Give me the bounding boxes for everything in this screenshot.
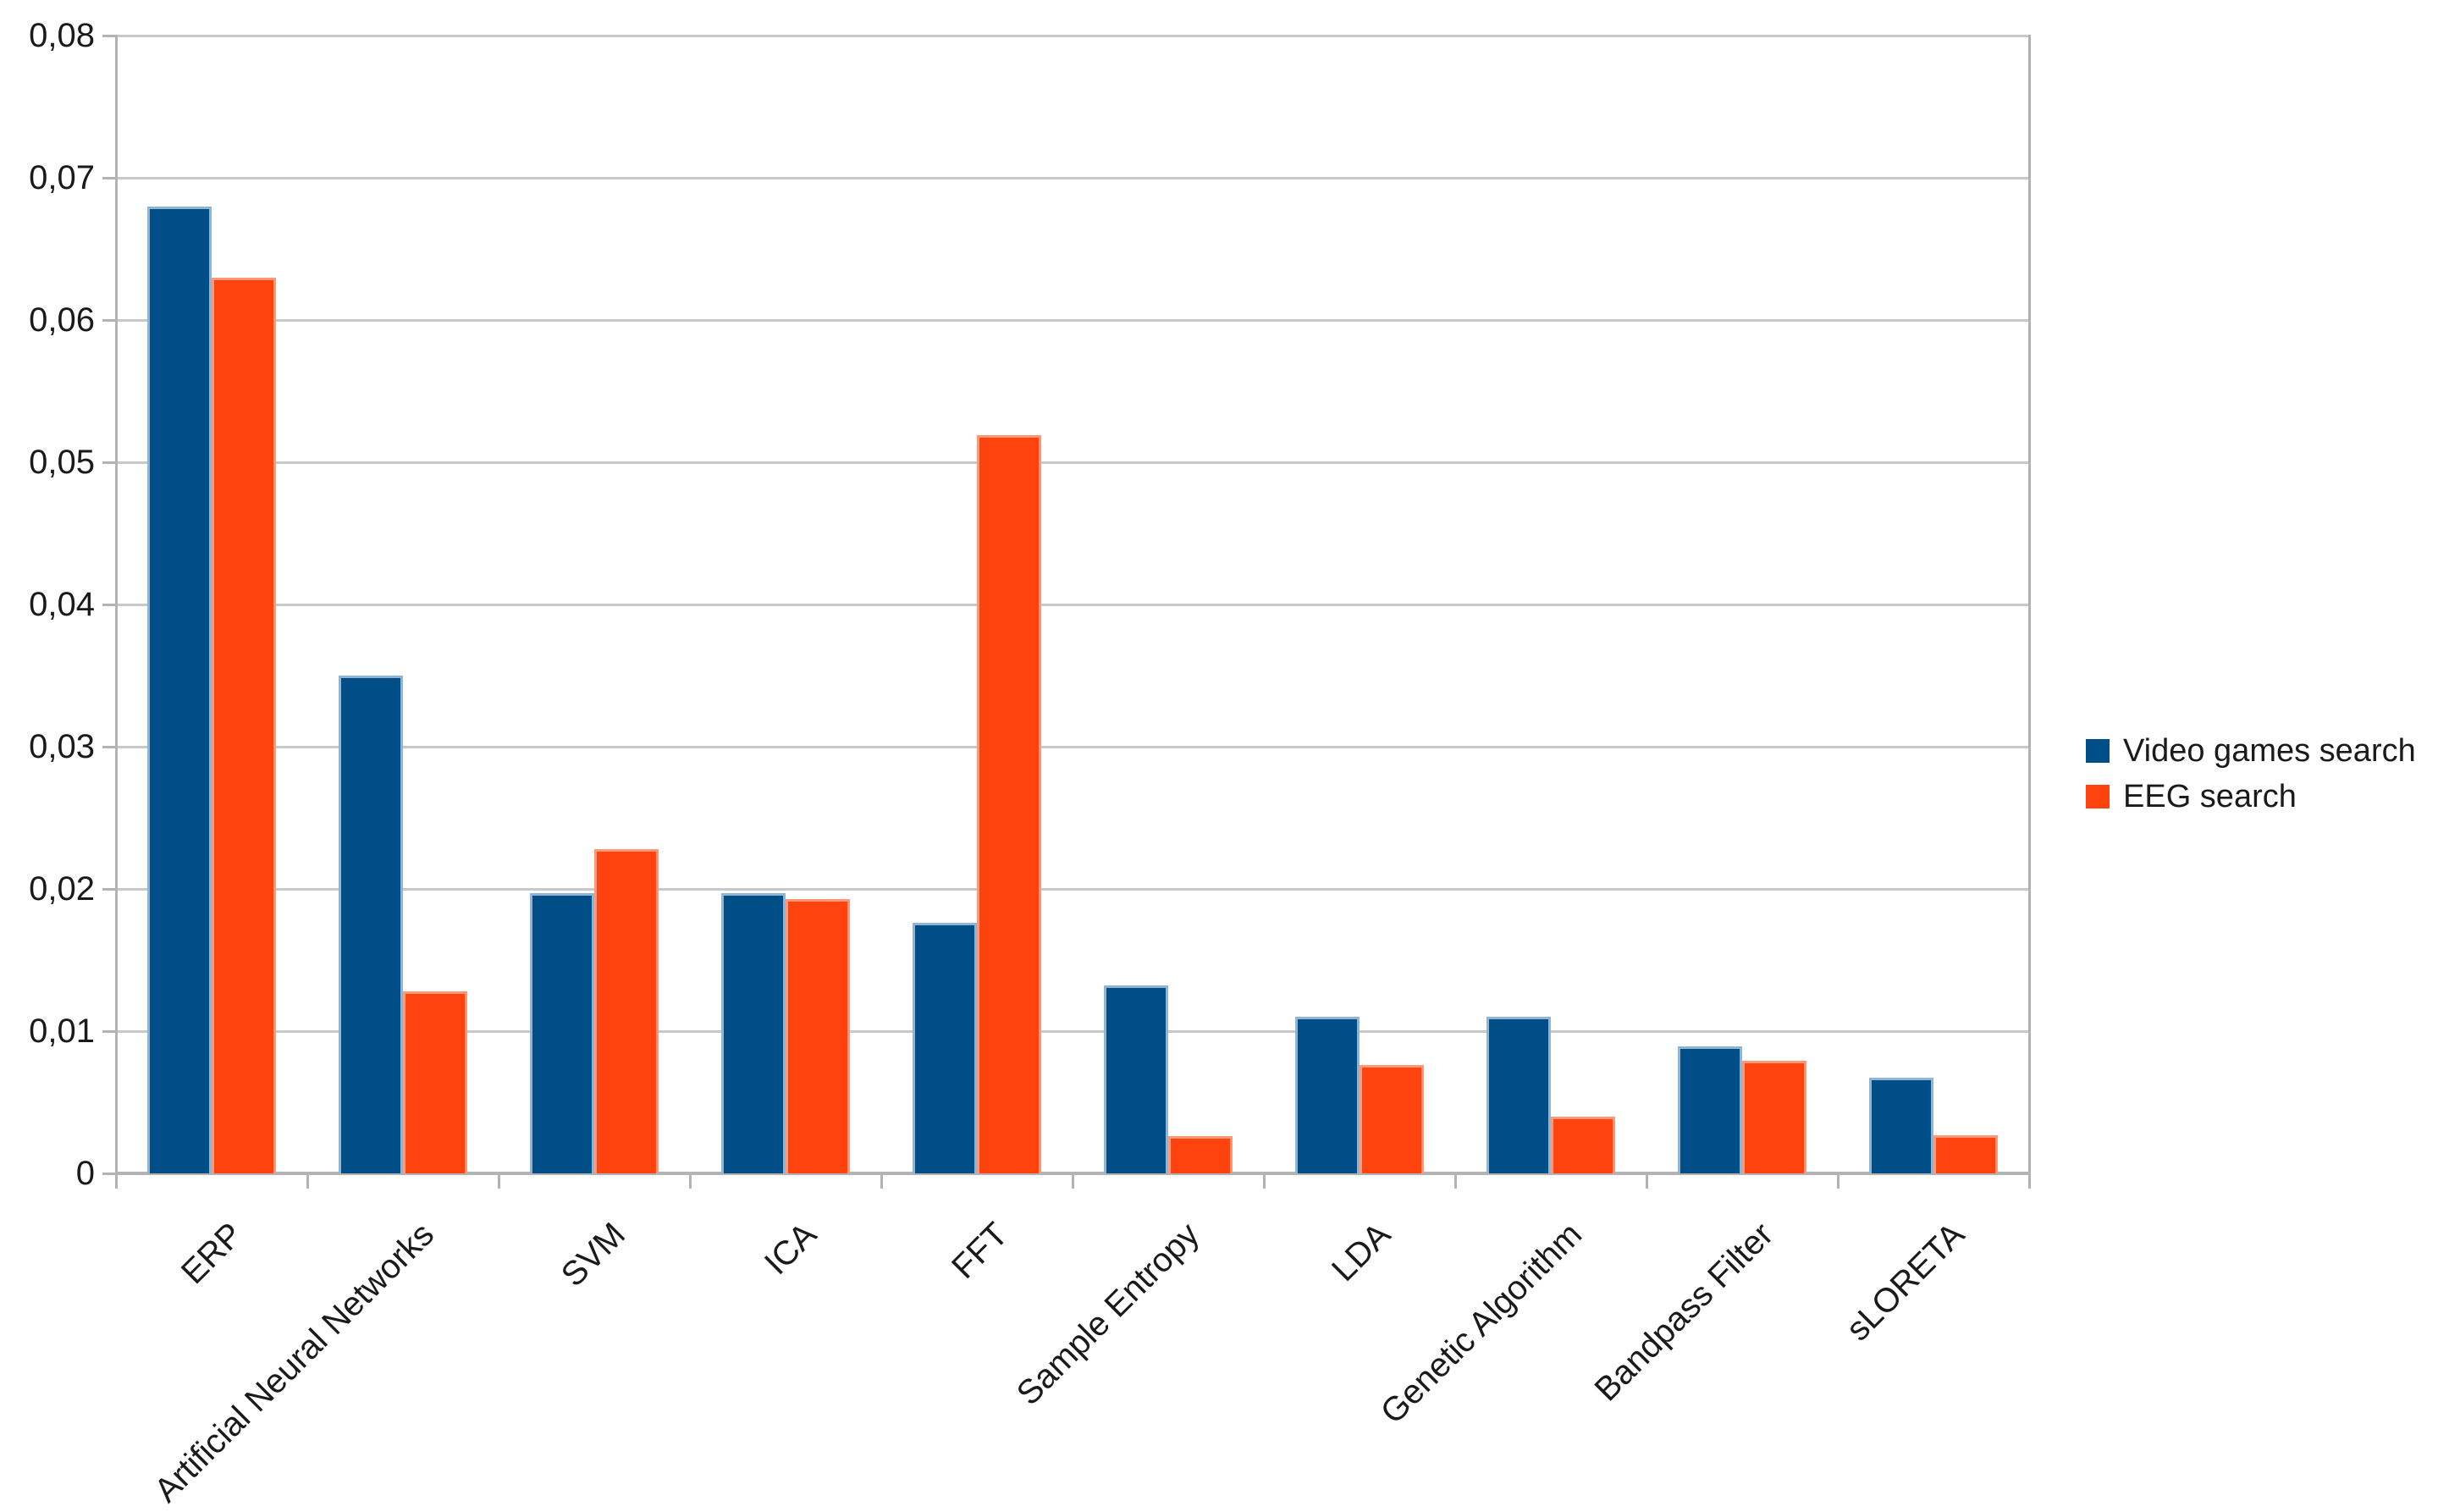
bar-eeg-search-bandpass-filter (1742, 1061, 1806, 1173)
y-axis-tick (102, 176, 116, 179)
bar-video-games-search-svm (530, 893, 594, 1173)
gridline (116, 318, 2029, 322)
bar-eeg-search-ica (786, 898, 850, 1173)
gridline (116, 745, 2029, 748)
bar-video-games-search-erp (147, 206, 212, 1173)
x-axis-tick (1645, 1173, 1648, 1189)
x-category-label-fft: FFT (945, 1216, 1016, 1286)
bar-video-games-search-ica (721, 893, 786, 1173)
y-axis-tick-label: 0 (75, 1155, 95, 1192)
y-axis-tick (102, 461, 116, 464)
plot-right-border (2027, 34, 2031, 1175)
bar-video-games-search-sloreta (1869, 1078, 1933, 1173)
x-category-label-genetic-algorithm: Genetic Algorithm (1373, 1216, 1590, 1432)
x-axis-tick (1071, 1173, 1074, 1189)
x-category-label-lda: LDA (1324, 1216, 1398, 1289)
y-axis-tick-label: 0,02 (29, 870, 95, 908)
x-axis-tick (114, 1173, 118, 1189)
gridline (116, 887, 2029, 891)
x-axis-tick (1262, 1173, 1266, 1189)
x-axis-tick (306, 1173, 309, 1189)
y-axis-tick (102, 34, 116, 37)
bar-video-games-search-fft (913, 923, 977, 1173)
bar-eeg-search-fft (977, 435, 1041, 1173)
x-axis-tick (2027, 1173, 2031, 1189)
y-axis-tick-label: 0,05 (29, 444, 95, 481)
y-axis-tick (102, 745, 116, 748)
x-axis-tick (880, 1173, 883, 1189)
x-category-label-bandpass-filter: Bandpass Filter (1587, 1216, 1781, 1409)
legend-item-video-games-search: Video games search (2086, 732, 2416, 769)
x-category-label-svm: SVM (554, 1216, 633, 1294)
bar-video-games-search-lda (1295, 1017, 1360, 1173)
x-axis-tick (497, 1173, 500, 1189)
bar-eeg-search-lda (1360, 1065, 1424, 1173)
bar-eeg-search-sample-entropy (1168, 1136, 1233, 1173)
y-axis-tick-label: 0,06 (29, 301, 95, 339)
bar-eeg-search-erp (212, 277, 276, 1173)
gridline (116, 34, 2029, 37)
bar-video-games-search-sample-entropy (1104, 985, 1168, 1173)
y-axis-tick-label: 0,04 (29, 586, 95, 623)
x-category-label-sloreta: sLORETA (1839, 1216, 1972, 1349)
x-axis-tick (688, 1173, 692, 1189)
x-axis-tick (1453, 1173, 1457, 1189)
x-axis-tick (1836, 1173, 1839, 1189)
gridline (116, 461, 2029, 464)
bar-eeg-search-genetic-algorithm (1551, 1116, 1615, 1173)
legend-label-video-games-search: Video games search (2123, 732, 2416, 769)
y-axis-tick (102, 1029, 116, 1033)
bar-eeg-search-sloreta (1933, 1134, 1998, 1173)
y-axis-tick-label: 0,08 (29, 17, 95, 54)
x-category-label-erp: ERP (174, 1216, 251, 1292)
bar-video-games-search-artificial-neural-networks (339, 676, 403, 1173)
legend-swatch-eeg-search (2086, 785, 2110, 808)
bar-video-games-search-genetic-algorithm (1486, 1017, 1551, 1173)
y-axis-tick (102, 887, 116, 891)
bar-eeg-search-svm (594, 848, 659, 1173)
bar-video-games-search-bandpass-filter (1678, 1046, 1742, 1173)
y-axis-tick (102, 318, 116, 322)
legend-label-eeg-search: EEG search (2123, 778, 2297, 814)
legend-swatch-video-games-search (2086, 739, 2110, 763)
y-axis-tick (102, 603, 116, 606)
gridline (116, 603, 2029, 606)
legend-item-eeg-search: EEG search (2086, 778, 2416, 814)
legend: Video games search EEG search (2086, 732, 2416, 826)
y-axis-tick-label: 0,01 (29, 1013, 95, 1050)
y-axis-tick-label: 0,03 (29, 728, 95, 765)
x-category-label-ica: ICA (757, 1216, 825, 1283)
y-axis-line (114, 34, 118, 1175)
x-category-label-sample-entropy: Sample Entropy (1009, 1216, 1207, 1413)
y-axis-tick (102, 1172, 116, 1175)
gridline (116, 176, 2029, 179)
bar-eeg-search-artificial-neural-networks (403, 991, 467, 1173)
gridline (116, 1029, 2029, 1033)
y-axis-tick-label: 0,07 (29, 159, 95, 196)
